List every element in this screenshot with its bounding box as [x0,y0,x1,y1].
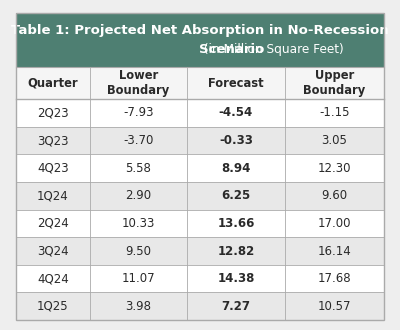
Text: 17.00: 17.00 [318,217,351,230]
Text: 4Q24: 4Q24 [37,272,69,285]
Text: 14.38: 14.38 [217,272,254,285]
Text: 16.14: 16.14 [318,245,351,257]
Text: 5.58: 5.58 [126,162,151,175]
Text: 8.94: 8.94 [221,162,250,175]
Text: Table 1: Projected Net Absorption in No-Recession: Table 1: Projected Net Absorption in No-… [11,24,389,37]
Bar [16,99,384,127]
Bar [16,127,384,154]
Text: 3Q23: 3Q23 [37,134,68,147]
Text: 17.68: 17.68 [318,272,351,285]
Bar [16,210,384,237]
Text: 11.07: 11.07 [122,272,155,285]
Text: Lower
Boundary: Lower Boundary [107,69,170,97]
Text: 1Q25: 1Q25 [37,300,69,313]
Text: 4Q23: 4Q23 [37,162,69,175]
Text: 6.25: 6.25 [221,189,250,202]
Text: 3Q24: 3Q24 [37,245,69,257]
Bar [16,292,384,320]
Bar [16,13,384,67]
Text: 12.82: 12.82 [217,245,254,257]
Text: -4.54: -4.54 [219,107,253,119]
Bar [16,154,384,182]
Text: 3.05: 3.05 [321,134,347,147]
Text: 7.27: 7.27 [221,300,250,313]
Text: 13.66: 13.66 [217,217,254,230]
Text: 1Q24: 1Q24 [37,189,69,202]
Text: Scenario: Scenario [199,43,264,56]
Text: 10.33: 10.33 [122,217,155,230]
Text: 9.60: 9.60 [321,189,347,202]
Text: -7.93: -7.93 [123,107,154,119]
Text: Quarter: Quarter [28,77,78,89]
Bar [16,67,384,99]
Bar [16,237,384,265]
Text: -1.15: -1.15 [319,107,350,119]
Text: Upper
Boundary: Upper Boundary [303,69,366,97]
Text: (in Million Square Feet): (in Million Square Feet) [200,43,344,56]
Text: 9.50: 9.50 [125,245,151,257]
Bar [16,182,384,210]
Text: 2Q23: 2Q23 [37,107,69,119]
Text: Forecast: Forecast [208,77,264,89]
Bar [16,265,384,292]
Text: 2.90: 2.90 [125,189,152,202]
Text: 2Q24: 2Q24 [37,217,69,230]
Text: 10.57: 10.57 [318,300,351,313]
Text: -3.70: -3.70 [123,134,154,147]
Text: -0.33: -0.33 [219,134,253,147]
Text: 3.98: 3.98 [125,300,151,313]
Text: 12.30: 12.30 [318,162,351,175]
